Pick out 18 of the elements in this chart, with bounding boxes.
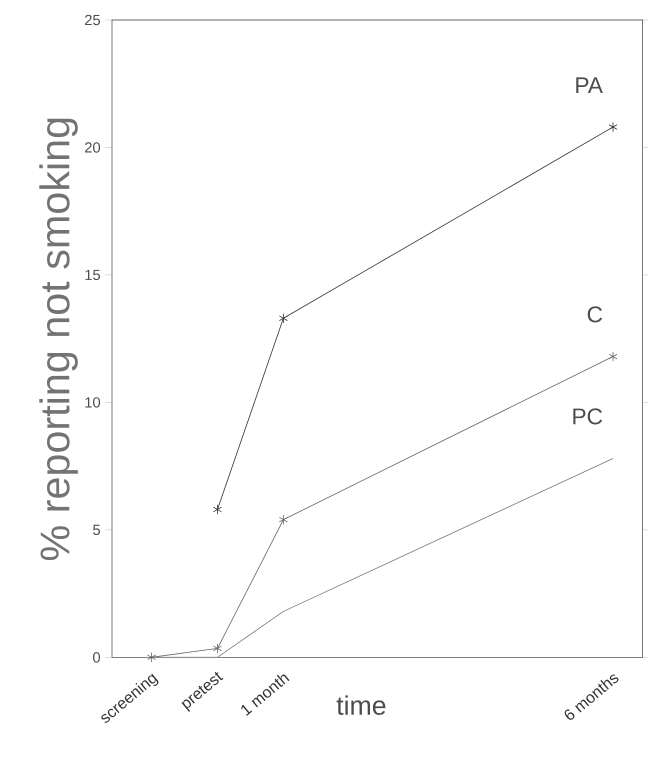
- point: [278, 313, 288, 324]
- point: [608, 122, 618, 132]
- point: [213, 643, 222, 654]
- series-label: PA: [576, 77, 603, 94]
- point: [278, 514, 288, 525]
- series-label: C: [588, 306, 602, 322]
- x-axis-title: time: [336, 695, 386, 715]
- point: [213, 504, 222, 515]
- point: [608, 351, 618, 362]
- y-tick-label: 0: [93, 652, 100, 663]
- y-tick-label: 20: [85, 142, 100, 153]
- y-tick-label: 5: [93, 524, 100, 535]
- y-tick-label: 25: [85, 14, 100, 26]
- point: [147, 652, 156, 662]
- y-tick-label: 10: [85, 397, 100, 408]
- y-tick-label: 15: [85, 270, 100, 280]
- y-axis-title: % reporting not smoking: [39, 118, 78, 560]
- legend-label: PC: [573, 408, 602, 424]
